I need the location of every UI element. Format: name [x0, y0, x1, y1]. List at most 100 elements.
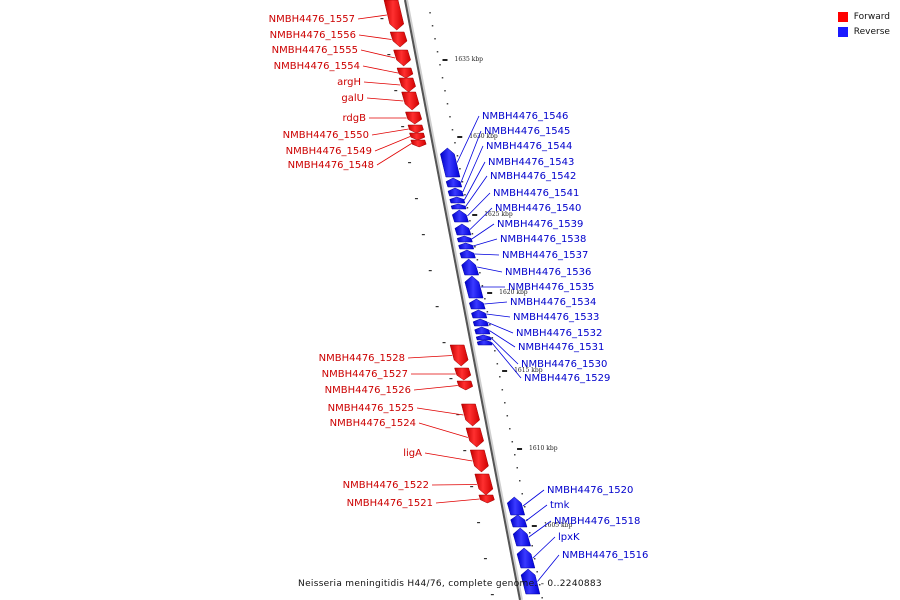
scale-tick-label: 1605 kbp — [544, 522, 573, 529]
reverse-gene — [464, 275, 484, 299]
forward-gene-label: NMBH4476_1549 — [286, 146, 372, 157]
reverse-gene — [456, 235, 473, 243]
scale-tick-label: 1630 kbp — [469, 133, 498, 140]
reverse-gene-label: NMBH4476_1543 — [488, 157, 574, 168]
reverse-gene — [451, 209, 469, 223]
reverse-gene — [516, 547, 536, 569]
legend-forward: Forward — [837, 9, 890, 24]
reverse-gene — [512, 527, 531, 547]
minor-tick — [491, 337, 494, 339]
reverse-gene-label: NMBH4476_1531 — [518, 342, 604, 353]
left-tick — [394, 90, 398, 92]
minor-tick — [441, 77, 444, 79]
left-tick — [456, 414, 460, 416]
minor-tick — [494, 350, 496, 352]
forward-leader — [435, 498, 480, 504]
scale-tick-label: 1620 kbp — [499, 289, 528, 296]
left-tick — [449, 378, 453, 380]
reverse-gene-label: NMBH4476_1535 — [508, 282, 594, 293]
forward-leader — [413, 385, 458, 391]
forward-gene — [401, 91, 420, 111]
reverse-gene — [461, 258, 480, 276]
forward-gene-label: NMBH4476_1527 — [322, 369, 408, 380]
reverse-gene-label: NMBH4476_1530 — [521, 359, 607, 370]
left-tick — [477, 522, 481, 524]
forward-leader — [431, 484, 477, 486]
forward-leader — [360, 49, 396, 59]
forward-gene — [396, 67, 414, 79]
reverse-gene — [458, 242, 475, 250]
left-tick — [435, 306, 439, 308]
reverse-gene-label: NMBH4476_1539 — [497, 219, 583, 230]
major-tick — [502, 370, 508, 372]
left-tick — [408, 162, 412, 164]
left-tick — [414, 198, 418, 200]
reverse-gene — [445, 177, 463, 188]
forward-gene-label: NMBH4476_1521 — [347, 498, 433, 509]
forward-gene-label: NMBH4476_1522 — [343, 480, 429, 491]
minor-tick — [489, 324, 491, 326]
reverse-gene-label: NMBH4476_1532 — [516, 328, 602, 339]
reverse-leader — [469, 207, 493, 230]
reverse-gene — [454, 223, 472, 236]
reverse-gene-label: NMBH4476_1542 — [490, 171, 576, 182]
scale-tick-label: 1635 kbp — [455, 56, 484, 63]
reverse-gene — [474, 326, 491, 335]
reverse-leader — [486, 313, 511, 318]
reverse-leader — [489, 330, 516, 348]
forward-gene-label: rdgB — [343, 113, 367, 124]
reverse-gene-label: tmk — [550, 500, 570, 511]
minor-tick — [523, 506, 526, 508]
forward-gene-label: NMBH4476_1554 — [274, 61, 360, 72]
minor-tick — [471, 233, 474, 235]
reverse-swatch — [837, 26, 848, 37]
minor-tick — [464, 194, 466, 196]
forward-leader — [376, 143, 412, 166]
backbone-line — [404, 0, 521, 600]
legend-reverse-label: Reverse — [853, 26, 890, 37]
reverse-gene — [476, 339, 493, 346]
reverse-leader — [490, 337, 519, 365]
reverse-gene-label: NMBH4476_1546 — [482, 111, 568, 122]
minor-tick — [533, 558, 536, 560]
minor-tick — [496, 363, 499, 365]
forward-gene — [454, 367, 472, 381]
reverse-gene-label: NMBH4476_1537 — [502, 250, 588, 261]
left-tick — [421, 234, 425, 236]
reverse-gene — [471, 309, 488, 319]
reverse-gene-label: NMBH4476_1534 — [510, 297, 596, 308]
minor-tick — [484, 298, 486, 300]
forward-gene — [469, 449, 489, 473]
minor-tick — [429, 12, 431, 14]
reverse-leader — [522, 489, 545, 507]
legend-reverse: Reverse — [837, 24, 890, 39]
forward-gene — [383, 0, 405, 31]
forward-gene-label: NMBH4476_1528 — [319, 353, 405, 364]
reverse-gene — [449, 196, 466, 204]
minor-tick — [486, 311, 489, 313]
reverse-leader — [460, 130, 482, 183]
reverse-gene-label: NMBH4476_1518 — [554, 516, 640, 527]
label-leader-lines — [357, 14, 560, 582]
minor-tick — [538, 584, 541, 586]
forward-leader — [358, 34, 392, 40]
forward-gene-label: NMBH4476_1556 — [270, 30, 356, 41]
minor-tick — [474, 246, 476, 248]
major-tick — [487, 292, 493, 294]
minor-tick — [509, 428, 511, 430]
reverse-gene — [520, 568, 541, 595]
forward-gene — [398, 77, 416, 93]
forward-gene-label: NMBH4476_1524 — [330, 418, 416, 429]
minor-tick — [514, 454, 516, 456]
forward-gene — [389, 31, 408, 48]
forward-gene-label: NMBH4476_1525 — [328, 403, 414, 414]
legend-forward-label: Forward — [853, 11, 890, 22]
forward-gene — [465, 427, 484, 448]
legend: Forward Reverse — [837, 9, 890, 39]
forward-gene — [405, 111, 423, 125]
gene-labels: NMBH4476_1557 NMBH4476_1556 NMBH4476_1555 N… — [269, 14, 649, 561]
reverse-gene-label: NMBH4476_1544 — [486, 141, 572, 152]
left-tick — [442, 342, 446, 344]
reverse-gene-label: NMBH4476_1541 — [493, 188, 579, 199]
